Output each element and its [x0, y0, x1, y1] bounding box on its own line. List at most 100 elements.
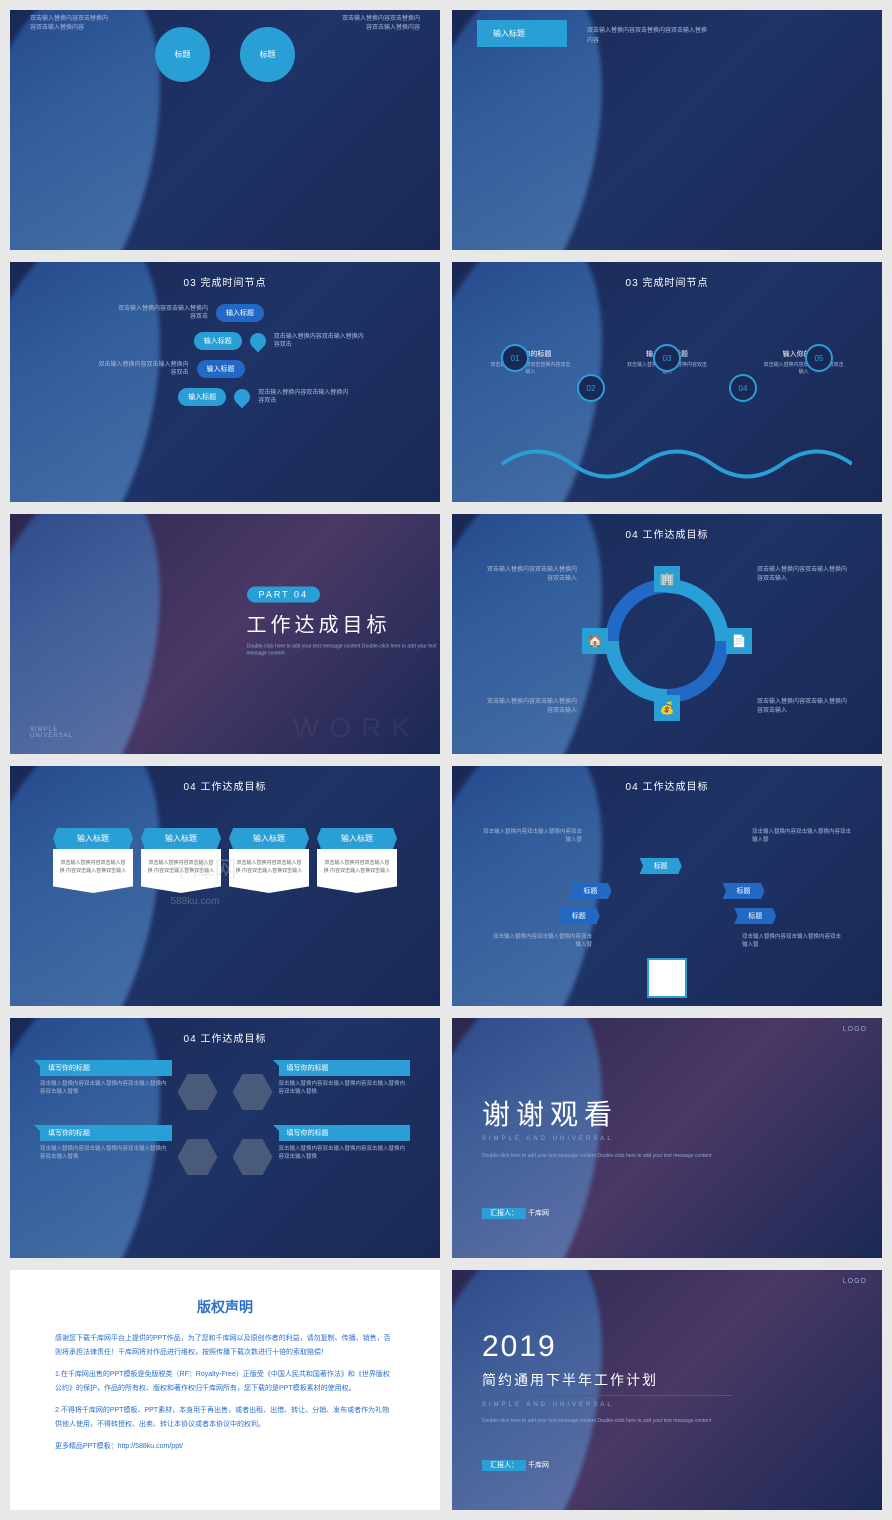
- flow-desc: 双击输入替换内容双击输入替换内容双击: [99, 361, 189, 378]
- cycle-desc: 双击输入替换内容双击输入替换内容双击输入: [757, 698, 847, 716]
- slide-grid: 双击输入替换内容双击替换内容双击输入替换内容 双击输入替换内容双击替换内容双击输…: [0, 0, 892, 1520]
- building-icon: 🏢: [654, 566, 680, 592]
- tree-desc: 双击输入替换内容双击输入替换内容双击输入替: [742, 933, 842, 950]
- slide-title: 03 完成时间节点: [462, 274, 872, 289]
- copyright-p3: 2.不得将千库网的PPT模板、PPT素材，本身用于再出售，或者出租、出借、转让、…: [55, 1404, 395, 1432]
- flow-node-2: 输入标题: [194, 332, 242, 350]
- cover-title: 简约通用下半年工作计划: [482, 1370, 658, 1390]
- copyright-p2: 1.在千库网出售的PPT模板是免版税类（RF：Royalty-Free）正版受《…: [55, 1368, 395, 1396]
- house-icon: 🏠: [582, 628, 608, 654]
- tree-desc: 双击输入替换内容双击输入替换内容双击输入替: [492, 933, 592, 950]
- column-item: 输入标题 双击输入替换内容双击输入替换 内容双击输入替换双击输入: [229, 828, 309, 893]
- slide-cover: LOGO 2019 简约通用下半年工作计划 SIMPLE AND UNIVERS…: [452, 1270, 882, 1510]
- tree-desc: 双击输入替换内容双击输入替换内容双击输入替: [752, 828, 852, 845]
- thanks-title: 谢谢观看: [482, 1093, 618, 1133]
- flow-node-4: 输入标题: [178, 388, 226, 406]
- logo-text: LOGO: [843, 1278, 867, 1285]
- hex-header: 填写你的标题: [40, 1125, 172, 1141]
- flow-desc: 双击输入替换内容双击输入替换内容双击: [118, 305, 208, 322]
- slide-input-box: 输入标题 双击输入替换内容双击替换内容双击输入替换内容: [452, 10, 882, 250]
- hex-image-icon: [233, 1074, 273, 1110]
- hex-card: 填写你的标题 双击输入替换内容双击输入替换内容双击输入替换内容双击输入替换: [40, 1125, 218, 1175]
- column-body: 双击输入替换内容双击输入替换 内容双击输入替换双击输入: [53, 849, 133, 893]
- hex-desc: 双击输入替换内容双击输入替换内容双击输入替换内容双击输入替换: [279, 1080, 411, 1097]
- hex-image-icon: [178, 1139, 218, 1175]
- desc-left: 双击输入替换内容双击替换内容双击输入替换内容: [30, 15, 110, 33]
- copyright-body: 感谢您下载千库网平台上提供的PPT作品，为了您和千库网以及原创作者的利益，请勿复…: [30, 1332, 420, 1454]
- cycle-desc: 双击输入替换内容双击输入替换内容双击输入: [487, 698, 577, 716]
- reporter-info: 汇报人： 千库网: [482, 1208, 549, 1218]
- cycle-desc: 双击输入替换内容双击输入替换内容双击输入: [757, 566, 847, 584]
- tree-tag: 标题: [558, 908, 600, 924]
- wave-num: 04: [729, 374, 757, 402]
- cycle-desc: 双击输入替换内容双击输入替换内容双击输入: [487, 566, 577, 584]
- slide-title: 03 完成时间节点: [30, 274, 420, 289]
- wave-curve-icon: [492, 439, 852, 489]
- column-item: 输入标题 双击输入替换内容双击输入替换 内容双击输入替换双击输入: [141, 828, 221, 893]
- copyright-title: 版权声明: [30, 1297, 420, 1317]
- thanks-desc: Double-click here to add your text messa…: [482, 1153, 711, 1161]
- cover-desc: Double-click here to add your text messa…: [482, 1418, 711, 1426]
- column-item: 输入标题 双击输入替换内容双击输入替换 内容双击输入替换双击输入: [317, 828, 397, 893]
- slide-four-columns: 04 工作达成目标 输入标题 双击输入替换内容双击输入替换 内容双击输入替换双击…: [10, 766, 440, 1006]
- hex-card: 填写你的标题 双击输入替换内容双击输入替换内容双击输入替换内容双击输入替换: [233, 1060, 411, 1110]
- tree-tag: 标题: [734, 908, 776, 924]
- hex-header: 填写你的标题: [40, 1060, 172, 1076]
- flow-drop-icon: [231, 386, 254, 409]
- year-number: 2019: [482, 1330, 557, 1364]
- part-badge: PART 04: [247, 587, 321, 603]
- slide-title: 04 工作达成目标: [30, 1030, 420, 1045]
- tree-tag: 标题: [570, 883, 612, 899]
- logo-text: LOGO: [843, 1026, 867, 1033]
- cover-eng: SIMPLE AND UNIVERSAL: [482, 1402, 614, 1408]
- reporter-info: 汇报人： 千库网: [482, 1460, 549, 1470]
- hex-desc: 双击输入替换内容双击输入替换内容双击输入替换内容双击输入替换: [40, 1080, 172, 1097]
- column-item: 输入标题 双击输入替换内容双击输入替换 内容双击输入替换双击输入: [53, 828, 133, 893]
- circle-right: 标题: [240, 27, 295, 82]
- reporter-label: 汇报人：: [482, 1460, 526, 1471]
- document-icon: 📄: [726, 628, 752, 654]
- tree-tag: 标题: [723, 883, 765, 899]
- money-icon: 💰: [654, 695, 680, 721]
- slide-cycle: 04 工作达成目标 🏢 📄 💰 🏠 双击输入替换内容双击输入替换内容双击输入 双…: [452, 514, 882, 754]
- hex-desc: 双击输入替换内容双击输入替换内容双击输入替换内容双击输入替换: [279, 1145, 411, 1162]
- column-header: 输入标题: [317, 828, 397, 849]
- column-body: 双击输入替换内容双击输入替换 内容双击输入替换双击输入: [141, 849, 221, 893]
- slide-title: 04 工作达成目标: [472, 526, 862, 541]
- slide-wave-timeline: 03 完成时间节点 输入你的标题双击输入替换内容双击替换内容双击输入 输入你的标…: [452, 262, 882, 502]
- flow-node-3: 输入标题: [197, 360, 245, 378]
- reporter-name: 千库网: [528, 1210, 549, 1217]
- slide-hands: 双击输入替换内容双击替换内容双击输入替换内容 双击输入替换内容双击替换内容双击输…: [10, 10, 440, 250]
- hex-header: 填写你的标题: [279, 1060, 411, 1076]
- simple-universal-text: SIMPLEUNIVERSAL: [30, 727, 73, 739]
- thanks-subtitle: SIMPLE AND UNIVERSAL: [482, 1136, 614, 1142]
- slide-hex-cards: 04 工作达成目标 填写你的标题 双击输入替换内容双击输入替换内容双击输入替换内…: [10, 1018, 440, 1258]
- flow-drop-icon: [246, 330, 269, 353]
- part-subtitle: Double-click here to add your text messa…: [247, 644, 441, 658]
- slide-copyright: 版权声明 感谢您下载千库网平台上提供的PPT作品，为了您和千库网以及原创作者的利…: [10, 1270, 440, 1510]
- hex-desc: 双击输入替换内容双击输入替换内容双击输入替换内容双击输入替换: [40, 1145, 172, 1162]
- column-header: 输入标题: [53, 828, 133, 849]
- hex-image-icon: [233, 1139, 273, 1175]
- wave-num: 02: [577, 374, 605, 402]
- watermark-work: WORK: [293, 712, 420, 744]
- wave-num: 01: [501, 344, 529, 372]
- tree-tag: 标题: [640, 858, 682, 874]
- copyright-p1: 感谢您下载千库网平台上提供的PPT作品，为了您和千库网以及原创作者的利益，请勿复…: [55, 1332, 395, 1360]
- flow-node-1: 输入标题: [216, 304, 264, 322]
- hex-image-icon: [178, 1074, 218, 1110]
- part-title: 工作达成目标: [247, 609, 441, 638]
- reporter-label: 汇报人：: [482, 1208, 526, 1219]
- input-title-box: 输入标题: [477, 20, 567, 47]
- slide-timeline-nodes: 03 完成时间节点 双击输入替换内容双击输入替换内容双击 输入标题 输入标题 双…: [10, 262, 440, 502]
- circle-left: 标题: [155, 27, 210, 82]
- tree-image-box: [647, 958, 687, 998]
- hex-header: 填写你的标题: [279, 1125, 411, 1141]
- divider-line: [482, 1395, 732, 1396]
- wave-num: 05: [805, 344, 833, 372]
- column-body: 双击输入替换内容双击输入替换 内容双击输入替换双击输入: [317, 849, 397, 893]
- cycle-arrows-icon: [597, 571, 737, 711]
- hex-card: 填写你的标题 双击输入替换内容双击输入替换内容双击输入替换内容双击输入替换: [233, 1125, 411, 1175]
- slide-title: 04 工作达成目标: [30, 778, 420, 793]
- slide-title: 04 工作达成目标: [472, 778, 862, 793]
